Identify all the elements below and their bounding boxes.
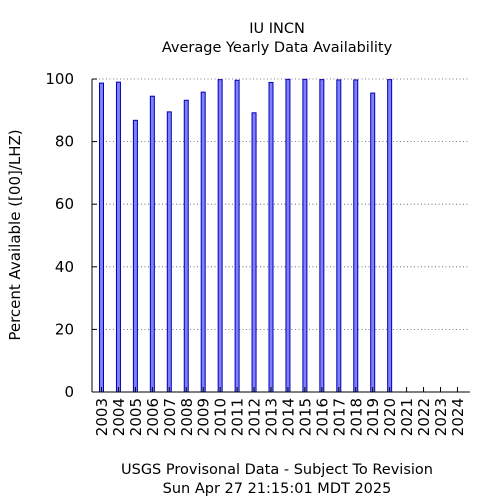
- x-tick-label-2024: 2024: [449, 398, 467, 436]
- x-tick-label-2013: 2013: [263, 398, 281, 436]
- bar-2009: [200, 91, 206, 393]
- x-tick-label-2007: 2007: [161, 398, 179, 436]
- x-tick-label-2005: 2005: [127, 398, 145, 436]
- y-tick-label: 0: [64, 383, 74, 401]
- bar-2018: [353, 79, 359, 393]
- y-tick-label: 100: [45, 70, 74, 88]
- x-tick-label-2009: 2009: [195, 398, 213, 436]
- y-axis-label: Percent Available ([00]/LHZ): [6, 129, 24, 340]
- bar-2017: [336, 79, 342, 393]
- bar-2006: [149, 95, 155, 393]
- x-tick-label-2015: 2015: [296, 398, 314, 436]
- footer-timestamp: Sun Apr 27 21:15:01 MDT 2025: [163, 481, 392, 497]
- footer-disclaimer: USGS Provisonal Data - Subject To Revisi…: [121, 462, 433, 478]
- chart-subtitle: Average Yearly Data Availability: [162, 40, 393, 56]
- y-tick-label: 60: [55, 195, 74, 213]
- x-ticks: 2003200420052006200720082009201020112012…: [93, 387, 467, 436]
- x-tick-label-2006: 2006: [144, 398, 162, 436]
- y-tick-label: 80: [55, 133, 74, 151]
- bar-2015: [302, 78, 308, 393]
- y-tick-label: 40: [55, 258, 74, 276]
- x-tick-label-2023: 2023: [432, 398, 450, 436]
- bar-2014: [285, 78, 291, 393]
- x-tick-label-2016: 2016: [313, 398, 331, 436]
- x-tick-label-2008: 2008: [178, 398, 196, 436]
- chart-title: IU INCN: [249, 21, 305, 37]
- bar-2010: [217, 79, 223, 393]
- bar-2013: [268, 81, 274, 393]
- x-tick-label-2019: 2019: [364, 398, 382, 436]
- x-tick-label-2021: 2021: [398, 398, 416, 436]
- y-tick-label: 20: [55, 320, 74, 338]
- bar-2012: [251, 112, 257, 393]
- x-tick-label-2020: 2020: [381, 398, 399, 436]
- x-tick-label-2014: 2014: [279, 398, 297, 436]
- bar-2011: [234, 79, 240, 393]
- gridlines: [92, 78, 470, 330]
- x-tick-label-2012: 2012: [246, 398, 264, 436]
- bar-2005: [132, 119, 138, 393]
- bar-2003: [99, 82, 104, 393]
- x-tick-label-2004: 2004: [110, 398, 128, 436]
- bars: [99, 78, 393, 393]
- x-tick-label-2011: 2011: [229, 398, 247, 436]
- bar-2020: [387, 79, 393, 393]
- y-ticks: 0 20 40 60 80 100: [45, 70, 97, 401]
- bar-2007: [166, 111, 172, 393]
- x-tick-label-2010: 2010: [212, 398, 230, 436]
- x-tick-label-2003: 2003: [93, 398, 111, 436]
- x-tick-label-2022: 2022: [415, 398, 433, 436]
- bar-2016: [319, 79, 325, 393]
- bar-2019: [370, 92, 376, 393]
- bar-2004: [115, 81, 121, 393]
- x-tick-label-2018: 2018: [347, 398, 365, 436]
- bar-2008: [183, 99, 189, 393]
- x-tick-label-2017: 2017: [330, 398, 348, 436]
